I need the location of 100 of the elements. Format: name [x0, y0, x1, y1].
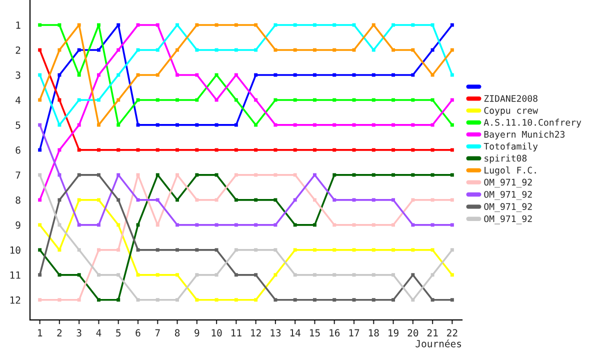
point [176, 98, 180, 102]
point [332, 273, 336, 277]
point [312, 273, 316, 277]
point [430, 98, 434, 102]
legend-label: Bayern Munich23 [484, 130, 565, 140]
point [176, 273, 180, 277]
legend-label: Totofamily [484, 142, 538, 152]
point [214, 148, 218, 152]
x-tick-label: 18 [368, 329, 379, 337]
point [254, 298, 258, 302]
point [293, 98, 297, 102]
x-tick-label: 16 [330, 329, 340, 337]
point [411, 98, 415, 102]
point [450, 98, 454, 102]
y-tick-label: 2 [16, 46, 20, 54]
point [430, 273, 434, 277]
point [234, 73, 238, 77]
point [332, 98, 336, 102]
point [77, 173, 81, 177]
y-tick-label: 11 [10, 272, 20, 279]
point [116, 48, 120, 52]
point [411, 173, 415, 177]
x-tick-label: 1 [38, 329, 42, 336]
y-tick-label: 6 [16, 146, 20, 154]
point [77, 98, 81, 102]
point [96, 98, 100, 102]
point [176, 173, 180, 177]
point [58, 273, 62, 277]
point [176, 123, 180, 127]
point [96, 48, 100, 52]
point [58, 223, 62, 227]
point [156, 273, 160, 277]
point [77, 248, 81, 252]
line-series [38, 23, 454, 127]
point [392, 248, 396, 252]
point [254, 73, 258, 77]
point [96, 298, 100, 302]
point [312, 123, 316, 127]
point [332, 148, 336, 152]
point [195, 223, 199, 227]
point [450, 223, 454, 227]
point [430, 173, 434, 177]
point [116, 123, 120, 127]
point [293, 173, 297, 177]
point [96, 173, 100, 177]
point [372, 73, 376, 77]
point [274, 148, 278, 152]
point [312, 223, 316, 227]
point [372, 223, 376, 227]
point [274, 173, 278, 177]
point [254, 223, 258, 227]
point [96, 73, 100, 77]
x-axis-title: Journées [416, 339, 462, 348]
point [77, 123, 81, 127]
point [77, 148, 81, 152]
point [392, 198, 396, 202]
point [293, 123, 297, 127]
point [274, 223, 278, 227]
point [234, 123, 238, 127]
point [156, 148, 160, 152]
point [450, 73, 454, 77]
legend-label: spirit08 [484, 154, 527, 164]
x-tick-label: 21 [427, 329, 438, 336]
x-tick-label: 22 [447, 329, 458, 336]
point [312, 198, 316, 202]
point [156, 123, 160, 127]
point [77, 223, 81, 227]
point [116, 98, 120, 102]
point [254, 123, 258, 127]
point [312, 173, 316, 177]
point [430, 248, 434, 252]
point [332, 248, 336, 252]
point [392, 273, 396, 277]
point [372, 123, 376, 127]
point [392, 48, 396, 52]
point [293, 73, 297, 77]
y-tick-label: 4 [16, 96, 21, 104]
point [392, 123, 396, 127]
point [38, 73, 42, 77]
point [372, 198, 376, 202]
point [411, 148, 415, 152]
legend-label: A.S.11.10.Confrery [484, 118, 582, 128]
point [195, 98, 199, 102]
point [293, 223, 297, 227]
point [195, 273, 199, 277]
point [332, 223, 336, 227]
point [195, 173, 199, 177]
point [234, 173, 238, 177]
line-series [38, 173, 454, 302]
point [312, 98, 316, 102]
point [411, 248, 415, 252]
point [411, 273, 415, 277]
point [234, 223, 238, 227]
point [332, 123, 336, 127]
point [156, 73, 160, 77]
point [372, 298, 376, 302]
point [392, 298, 396, 302]
x-tick-label: 14 [290, 329, 300, 336]
point [450, 148, 454, 152]
point [372, 48, 376, 52]
